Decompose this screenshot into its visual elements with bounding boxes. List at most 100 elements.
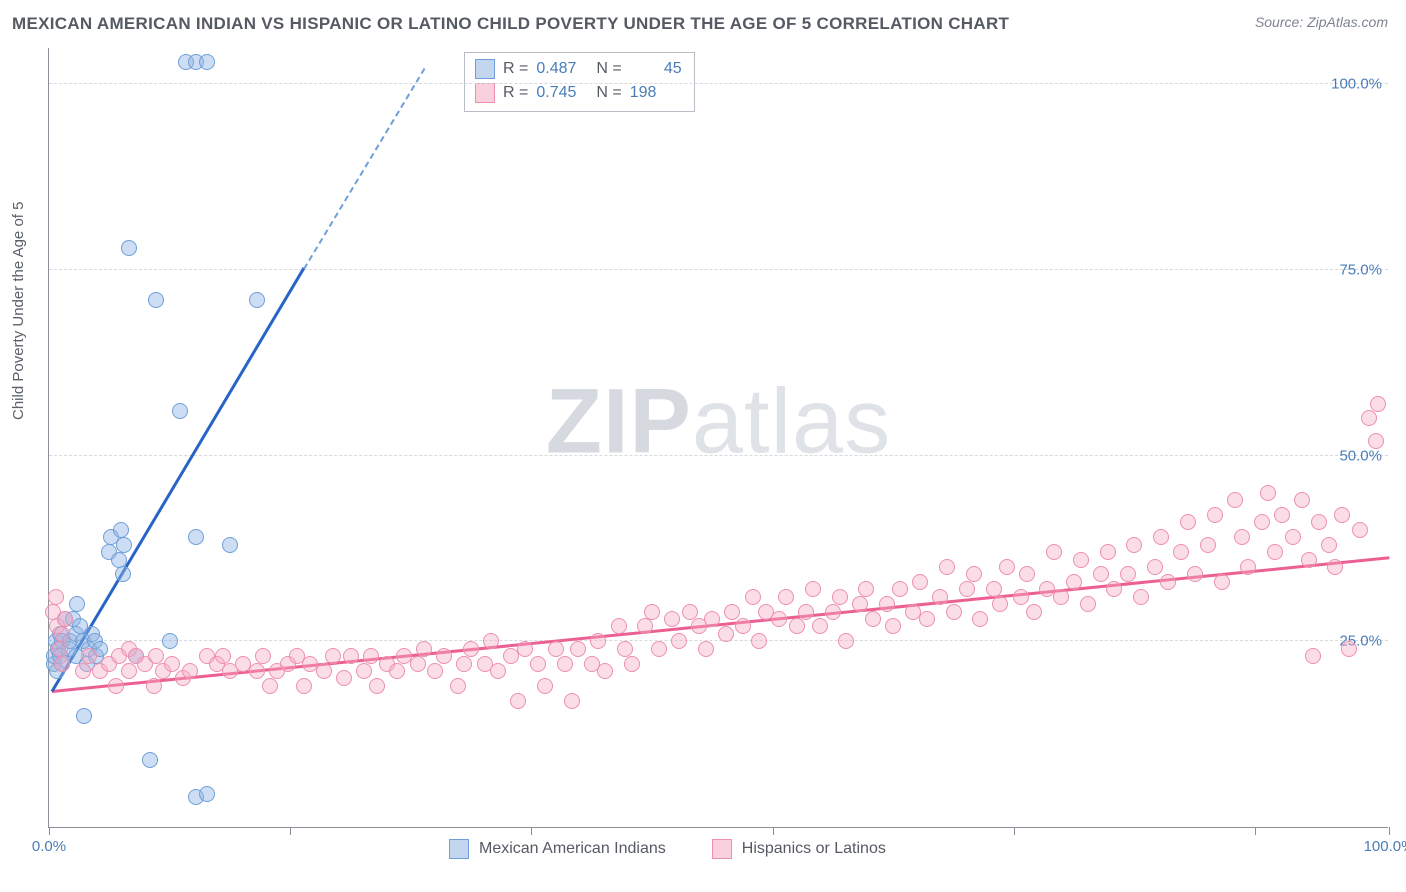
data-point	[1305, 648, 1321, 664]
ytick-label: 50.0%	[1329, 447, 1382, 464]
data-point	[249, 292, 265, 308]
r-label: R =	[503, 81, 528, 105]
data-point	[939, 559, 955, 575]
data-point	[885, 618, 901, 634]
data-point	[54, 656, 70, 672]
data-point	[724, 604, 740, 620]
data-point	[966, 566, 982, 582]
data-point	[1254, 514, 1270, 530]
data-point	[852, 596, 868, 612]
ytick-label: 100.0%	[1321, 76, 1382, 93]
data-point	[789, 618, 805, 634]
y-axis-label: Child Poverty Under the Age of 5	[10, 202, 27, 420]
data-point	[959, 581, 975, 597]
gridline	[49, 269, 1388, 270]
data-point	[1093, 566, 1109, 582]
gridline	[49, 640, 1388, 641]
data-point	[617, 641, 633, 657]
trend-line	[303, 68, 425, 270]
data-point	[1207, 507, 1223, 523]
data-point	[735, 618, 751, 634]
data-point	[1073, 552, 1089, 568]
data-point	[557, 656, 573, 672]
watermark-rest: atlas	[692, 370, 891, 472]
swatch-icon	[475, 59, 495, 79]
data-point	[483, 633, 499, 649]
data-point	[463, 641, 479, 657]
series-legend: Mexican American Indians Hispanics or La…	[449, 839, 886, 859]
data-point	[222, 537, 238, 553]
data-point	[946, 604, 962, 620]
n-value: 198	[630, 81, 682, 105]
data-point	[892, 581, 908, 597]
data-point	[369, 678, 385, 694]
data-point	[1200, 537, 1216, 553]
data-point	[564, 693, 580, 709]
data-point	[865, 611, 881, 627]
data-point	[325, 648, 341, 664]
data-point	[57, 611, 73, 627]
data-point	[1026, 604, 1042, 620]
data-point	[450, 678, 466, 694]
data-point	[148, 292, 164, 308]
data-point	[1294, 492, 1310, 508]
data-point	[69, 596, 85, 612]
data-point	[1080, 596, 1096, 612]
data-point	[1240, 559, 1256, 575]
n-label: N =	[596, 57, 621, 81]
data-point	[1370, 396, 1386, 412]
data-point	[597, 663, 613, 679]
data-point	[570, 641, 586, 657]
data-point	[427, 663, 443, 679]
data-point	[1019, 566, 1035, 582]
data-point	[825, 604, 841, 620]
chart-title: MEXICAN AMERICAN INDIAN VS HISPANIC OR L…	[12, 14, 1009, 34]
source-attribution: Source: ZipAtlas.com	[1255, 14, 1388, 30]
data-point	[771, 611, 787, 627]
data-point	[1352, 522, 1368, 538]
data-point	[832, 589, 848, 605]
legend-label: Mexican American Indians	[479, 840, 666, 858]
data-point	[812, 618, 828, 634]
data-point	[75, 663, 91, 679]
data-point	[76, 708, 92, 724]
data-point	[1126, 537, 1142, 553]
data-point	[456, 656, 472, 672]
data-point	[1153, 529, 1169, 545]
data-point	[999, 559, 1015, 575]
data-point	[389, 663, 405, 679]
data-point	[1173, 544, 1189, 560]
data-point	[108, 678, 124, 694]
data-point	[162, 633, 178, 649]
data-point	[343, 648, 359, 664]
data-point	[590, 633, 606, 649]
data-point	[1341, 641, 1357, 657]
data-point	[54, 626, 70, 642]
data-point	[188, 529, 204, 545]
data-point	[1214, 574, 1230, 590]
watermark-bold: ZIP	[546, 370, 692, 472]
data-point	[798, 604, 814, 620]
legend-item-blue: Mexican American Indians	[449, 839, 666, 859]
data-point	[164, 656, 180, 672]
data-point	[249, 663, 265, 679]
watermark: ZIPatlas	[546, 369, 891, 474]
n-value: 45	[630, 57, 682, 81]
data-point	[530, 656, 546, 672]
data-point	[879, 596, 895, 612]
data-point	[116, 537, 132, 553]
data-point	[1361, 410, 1377, 426]
data-point	[664, 611, 680, 627]
data-point	[81, 648, 97, 664]
data-point	[1267, 544, 1283, 560]
data-point	[682, 604, 698, 620]
data-point	[115, 566, 131, 582]
data-point	[1368, 433, 1384, 449]
data-point	[1274, 507, 1290, 523]
data-point	[416, 641, 432, 657]
corr-row-blue: R = 0.487 N = 45	[475, 57, 682, 81]
ytick-label: 75.0%	[1329, 261, 1382, 278]
data-point	[121, 240, 137, 256]
data-point	[671, 633, 687, 649]
data-point	[255, 648, 271, 664]
